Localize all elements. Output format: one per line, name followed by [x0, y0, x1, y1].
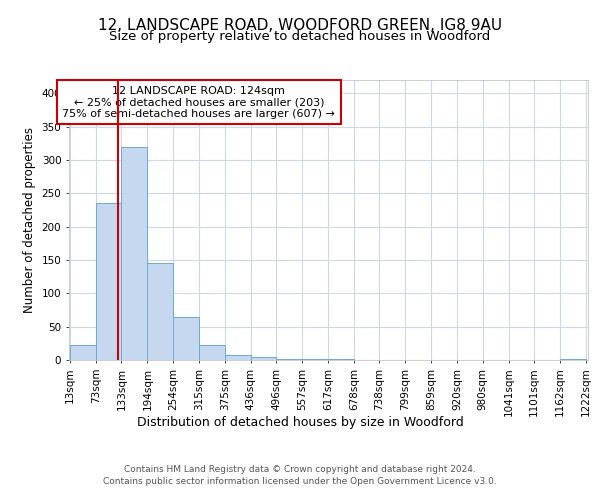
- Bar: [70, 346, 96, 360]
- Text: Distribution of detached houses by size in Woodford: Distribution of detached houses by size …: [137, 416, 463, 429]
- Text: 12, LANDSCAPE ROAD, WOODFORD GREEN, IG8 9AU: 12, LANDSCAPE ROAD, WOODFORD GREEN, IG8 …: [98, 18, 502, 32]
- Text: Size of property relative to detached houses in Woodford: Size of property relative to detached ho…: [109, 30, 491, 43]
- Bar: [251, 356, 276, 360]
- Bar: [173, 316, 199, 360]
- Bar: [199, 346, 224, 360]
- Text: 12 LANDSCAPE ROAD: 124sqm
← 25% of detached houses are smaller (203)
75% of semi: 12 LANDSCAPE ROAD: 124sqm ← 25% of detac…: [62, 86, 335, 119]
- Bar: [224, 356, 251, 360]
- Bar: [560, 358, 586, 360]
- Text: Contains public sector information licensed under the Open Government Licence v3: Contains public sector information licen…: [103, 476, 497, 486]
- Bar: [96, 204, 121, 360]
- Bar: [276, 358, 302, 360]
- Text: Contains HM Land Registry data © Crown copyright and database right 2024.: Contains HM Land Registry data © Crown c…: [124, 464, 476, 473]
- Bar: [121, 146, 148, 360]
- Bar: [148, 264, 173, 360]
- Y-axis label: Number of detached properties: Number of detached properties: [23, 127, 36, 313]
